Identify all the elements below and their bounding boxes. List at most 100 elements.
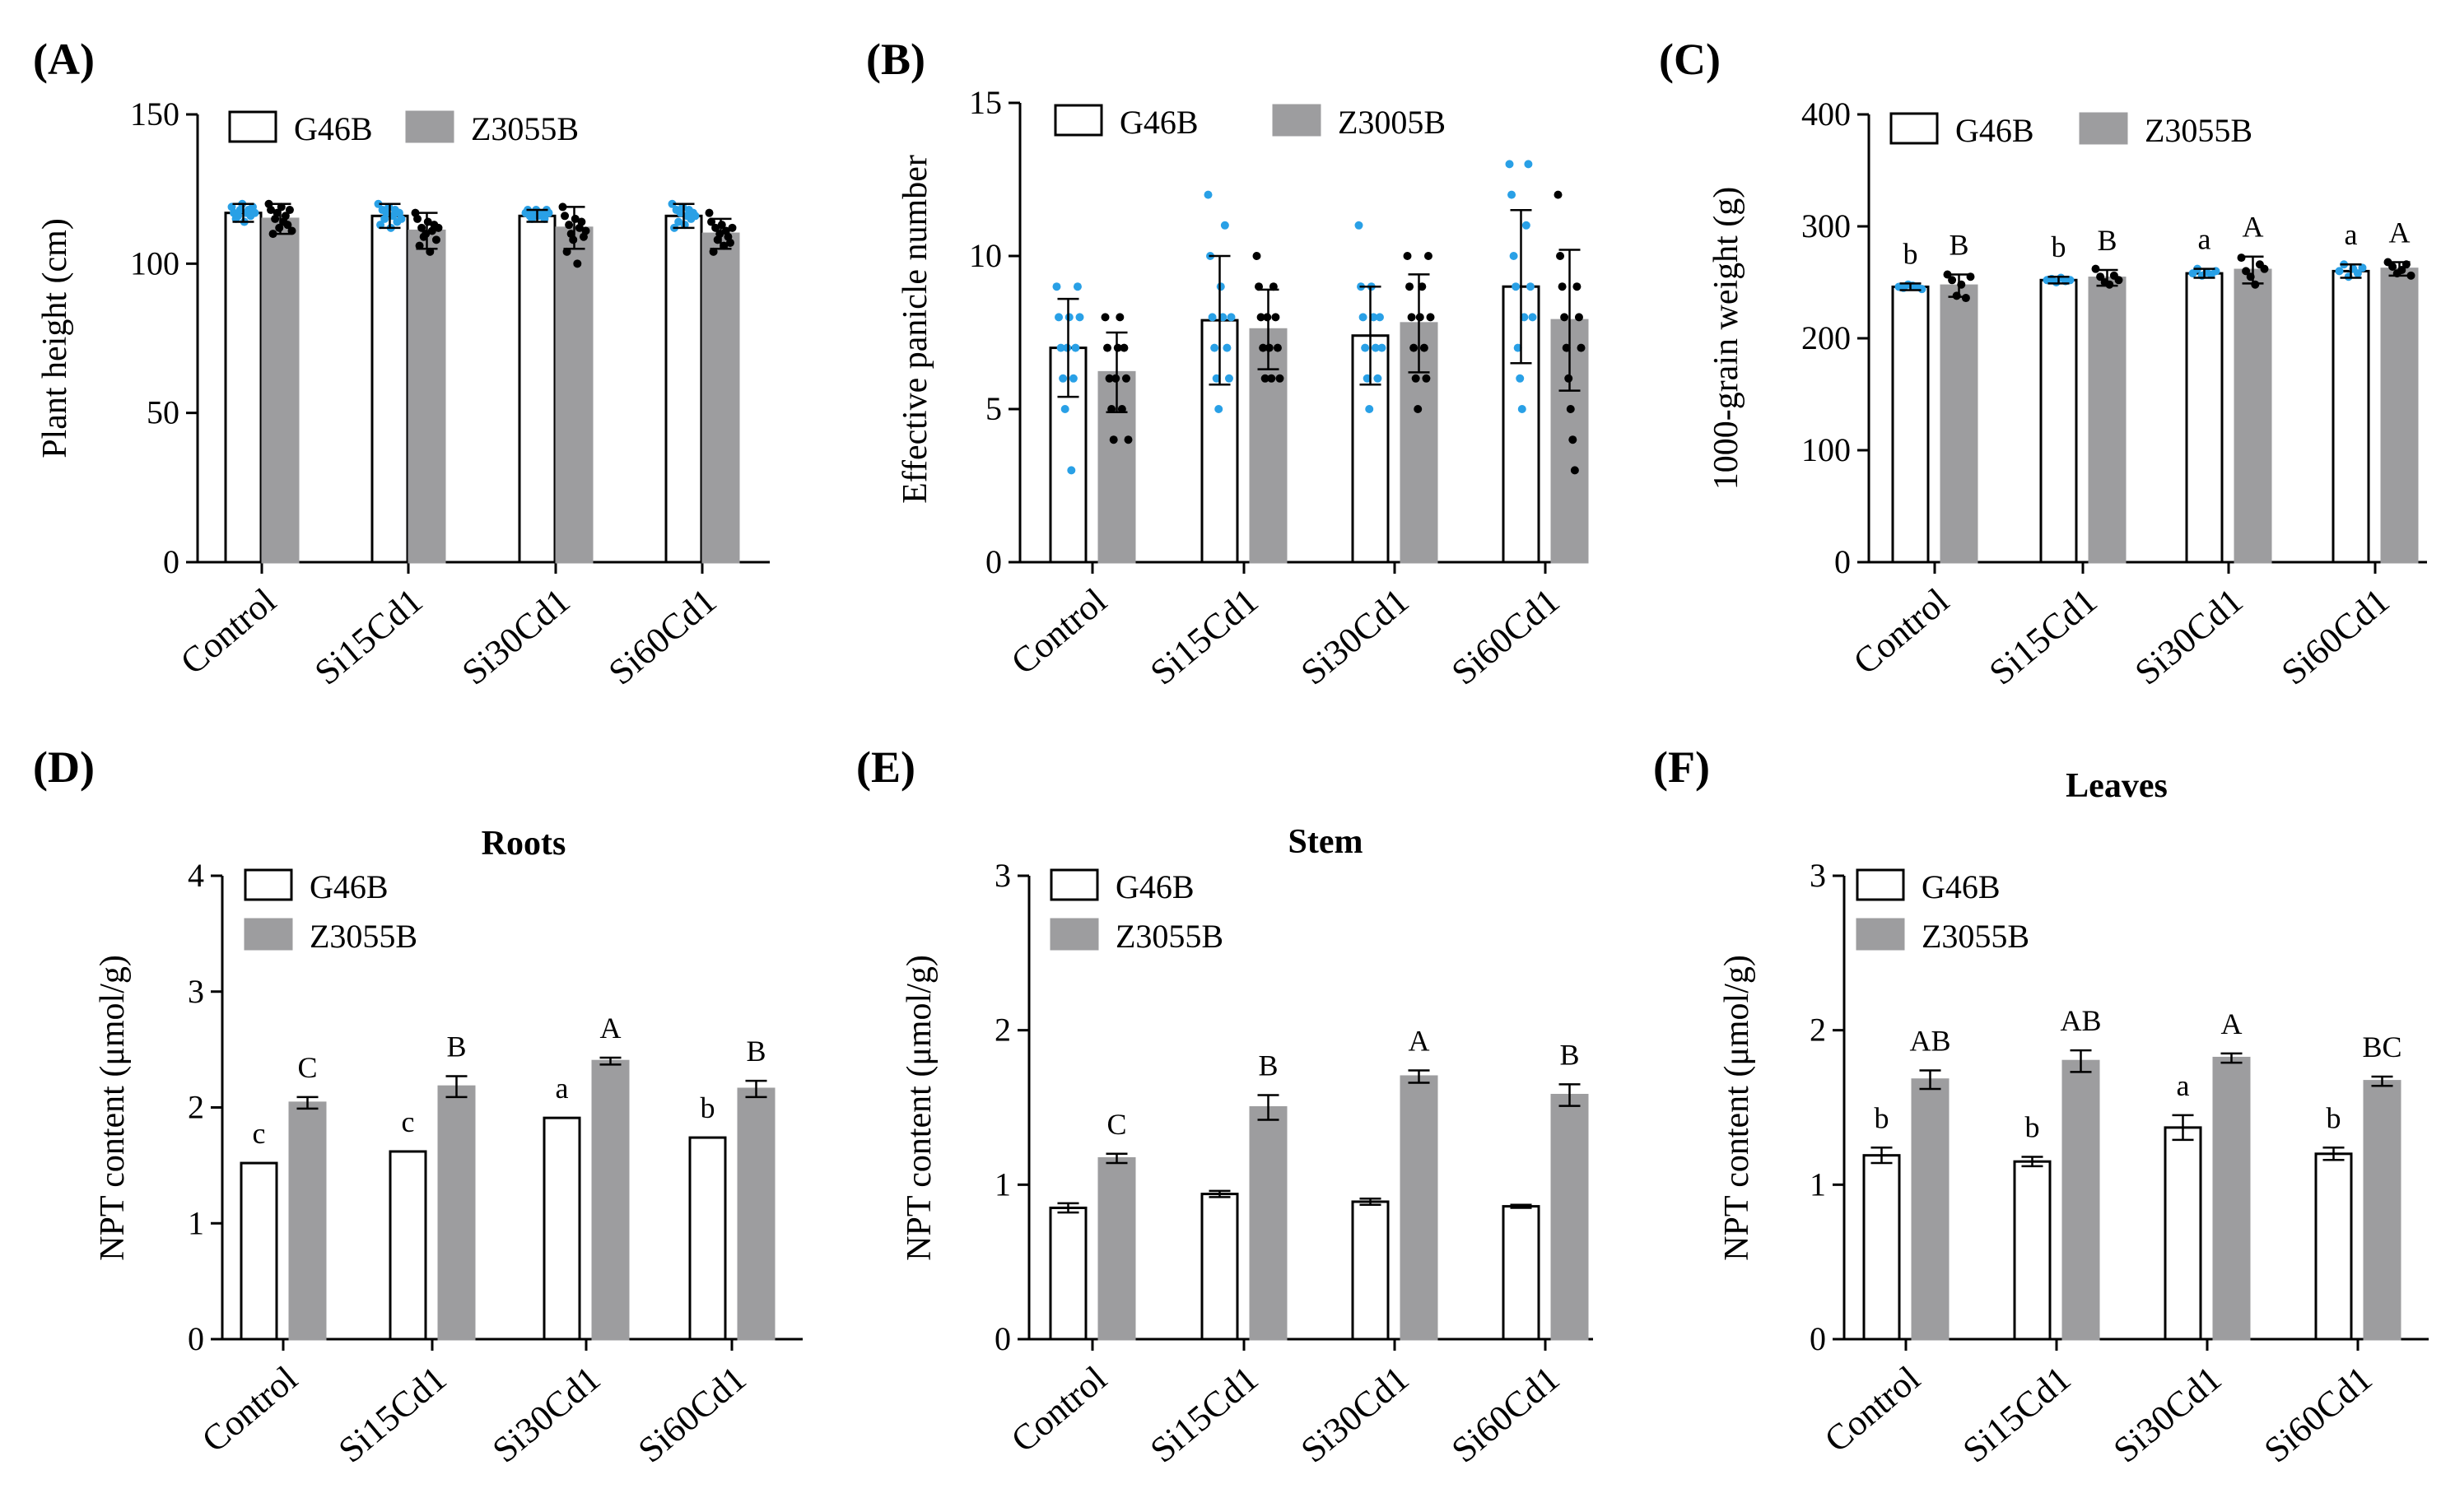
y-tick-label: 0 [188, 1320, 204, 1357]
data-point [1223, 343, 1232, 352]
data-point [1422, 374, 1431, 383]
x-tick-label: Si30Cd1 [2106, 1358, 2229, 1471]
panel-label: (E) [856, 742, 915, 792]
legend-swatch [1050, 868, 1099, 901]
data-point [728, 223, 737, 232]
significance-letter: B [446, 1030, 466, 1063]
x-tick-label: Si30Cd1 [1293, 580, 1417, 693]
significance-letter: a [2198, 223, 2211, 256]
bar-g46b-si30cd1 [518, 214, 557, 564]
bar-z3055b-control [1097, 1156, 1136, 1341]
legend-swatch [1889, 112, 1939, 145]
x-tick-label: Si60Cd1 [1444, 1358, 1568, 1471]
data-point [705, 208, 714, 217]
x-tick-label: Si15Cd1 [307, 580, 431, 693]
y-tick-label: 3 [188, 973, 204, 1010]
data-point [2096, 272, 2105, 281]
data-point [1414, 405, 1423, 413]
data-point [1517, 405, 1526, 413]
data-point [1411, 374, 1420, 383]
data-point [1271, 313, 1280, 322]
data-point [283, 221, 292, 230]
y-tick-label: 2 [995, 1012, 1011, 1049]
data-point [1073, 282, 1082, 291]
data-point [1063, 343, 1072, 352]
x-tick-label: Control [1004, 580, 1114, 682]
significance-letter: A [1409, 1024, 1430, 1057]
data-point [1554, 190, 1563, 199]
data-point [1562, 343, 1571, 352]
panel-label: (A) [33, 35, 95, 84]
significance-letter: AB [2060, 1004, 2101, 1037]
data-point [1060, 405, 1069, 413]
bar-g46b-si60cd1 [2332, 269, 2370, 564]
y-tick-label: 100 [130, 244, 179, 281]
data-point [1528, 313, 1537, 322]
panel-e: (E) Stem NPT content (μmol/g) 0 1 2 3 C Control B… [856, 742, 1593, 1471]
panel-label: (F) [1653, 742, 1710, 792]
data-point [1111, 374, 1120, 383]
data-point [1071, 343, 1080, 352]
data-point [2335, 267, 2344, 276]
legend-label: Z3055B [1116, 918, 1223, 955]
data-point [691, 212, 700, 221]
data-point [1224, 374, 1233, 383]
y-axis-title: 1000-grain weight (g) [1707, 187, 1745, 491]
legend-label: G46B [310, 868, 389, 905]
legend-swatch [244, 918, 293, 951]
bar-g46b-si15cd1 [2013, 1160, 2052, 1341]
y-axis-title: Effective panicle number [897, 155, 934, 504]
panel-label: (C) [1659, 35, 1721, 84]
bar-g46b-si30cd1 [2164, 1126, 2202, 1341]
significance-letter: b [1903, 237, 1918, 270]
legend-label: Z3055B [310, 918, 417, 955]
data-point [1373, 374, 1382, 383]
significance-letter: a [2345, 218, 2358, 251]
panel-b: (B) Effective panicle number 0 5 10 15 Control… [866, 35, 1589, 693]
data-point [1263, 313, 1272, 322]
data-point [573, 259, 582, 268]
data-point [2237, 254, 2246, 263]
data-point [397, 214, 406, 223]
y-tick-label: 3 [995, 857, 1011, 894]
data-point [1259, 343, 1268, 352]
legend-label: Z3055B [2145, 112, 2252, 149]
x-tick-label: Control [173, 580, 283, 682]
y-tick-label: 100 [1801, 431, 1851, 468]
significance-letter: A [2221, 1007, 2243, 1040]
data-point [2242, 267, 2251, 276]
bar-z3055b-control [1911, 1078, 1950, 1341]
y-tick-label: 3 [1810, 857, 1826, 894]
data-point [577, 217, 586, 226]
x-tick-label: Si60Cd1 [1444, 580, 1568, 693]
data-point [1252, 252, 1261, 260]
significance-letter: A [2243, 211, 2264, 244]
bar-g46b-control [240, 1161, 278, 1341]
data-point [1526, 282, 1535, 291]
data-point [565, 221, 574, 230]
significance-letter: B [1559, 1038, 1579, 1071]
data-point [1101, 313, 1110, 322]
x-tick-label: Si60Cd1 [2274, 580, 2397, 693]
bar-g46b-si60cd1 [664, 214, 703, 564]
data-point [1917, 285, 1926, 294]
data-point [1075, 313, 1084, 322]
x-tick-label: Control [194, 1358, 305, 1460]
bar-z3055b-si30cd1 [1400, 1075, 1438, 1341]
y-axis-title: NPT content (μmol/g) [901, 955, 939, 1261]
legend-label: Z3005B [1338, 104, 1446, 141]
bar-z3055b-control [1940, 284, 1978, 564]
significance-letter: A [2389, 216, 2411, 249]
data-point [1377, 343, 1386, 352]
x-tick-label: Si15Cd1 [1143, 580, 1266, 693]
data-point [281, 212, 290, 221]
legend-swatch [1272, 104, 1321, 137]
data-point [1426, 313, 1435, 322]
bar-g46b-si15cd1 [2039, 278, 2078, 564]
y-tick-label: 5 [985, 390, 1002, 427]
y-axis-title: NPT content (μmol/g) [94, 955, 132, 1261]
data-point [1220, 221, 1229, 230]
data-point [1210, 343, 1219, 352]
legend-label: G46B [294, 110, 373, 147]
x-tick-label: Control [1817, 1358, 1927, 1460]
